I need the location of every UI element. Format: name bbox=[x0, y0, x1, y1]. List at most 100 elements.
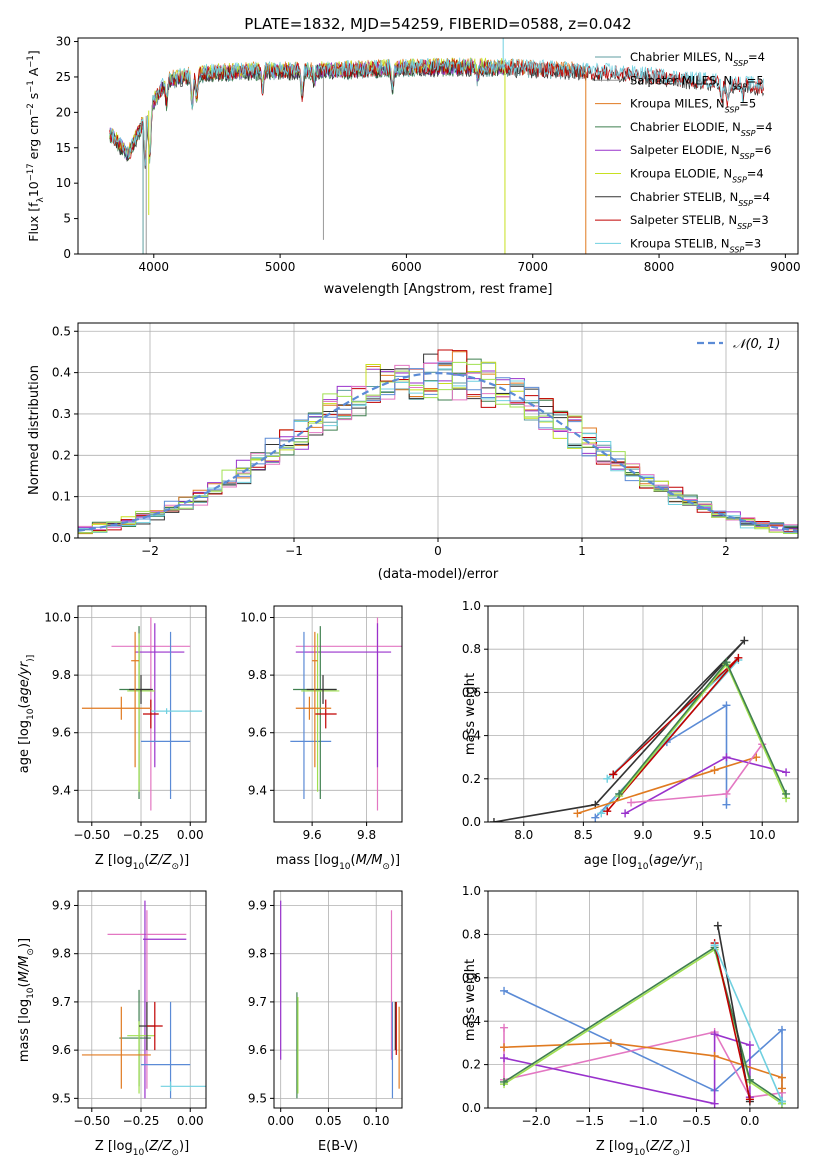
weight-marker bbox=[782, 789, 791, 798]
y-tick-label: 9.7 bbox=[52, 995, 71, 1009]
axes-frame bbox=[77, 890, 207, 1109]
y-tick-label: 9.6 bbox=[52, 1043, 71, 1057]
axes-frame bbox=[273, 605, 403, 823]
x-tick-label: 6000 bbox=[391, 260, 422, 274]
y-tick-label: 9.8 bbox=[52, 947, 71, 961]
x-tick-label: 9.8 bbox=[357, 828, 376, 842]
y-tick-label: 9.8 bbox=[248, 947, 267, 961]
x-tick-label: 0.10 bbox=[363, 1114, 390, 1128]
y-axis-label: mass weight bbox=[463, 959, 478, 1041]
y-tick-label: 0.4 bbox=[52, 366, 71, 380]
weight-marker bbox=[710, 941, 719, 950]
weight-marker bbox=[722, 701, 731, 710]
weight-marker bbox=[573, 809, 582, 818]
mass-vs-ebv-axes: 0.00 0.05 0.10 9.5 9.6 9.7 9.8 9.9 E(B-V) bbox=[248, 890, 403, 1154]
legend-entry: Salpeter STELIB, NSSP=3 bbox=[630, 213, 769, 231]
weight-marker bbox=[710, 1030, 719, 1039]
weight-marker bbox=[609, 770, 618, 779]
y-axis-label: age [log10(age/yr)] bbox=[17, 655, 36, 773]
y-tick-label: 0.3 bbox=[52, 407, 71, 421]
legend-entry: Salpeter MILES, NSSP=5 bbox=[630, 73, 764, 91]
weight-marker bbox=[722, 789, 731, 798]
weight-marker bbox=[734, 653, 743, 662]
x-axis-label: (data-model)/error bbox=[378, 567, 499, 582]
x-tick-label: 0.00 bbox=[177, 828, 204, 842]
weight-vs-z-axes: −2.0 −1.5 −1.0 −0.5 0.0 0.0 0.2 0.4 0.6 0.8 1.0 Z [… bbox=[462, 884, 799, 1158]
y-tick-label: 20 bbox=[56, 105, 71, 119]
y-tick-label: 5 bbox=[63, 212, 71, 226]
x-tick-label: 0.00 bbox=[177, 1114, 204, 1128]
y-tick-label: 9.6 bbox=[248, 1043, 267, 1057]
y-axis-label: mass weight bbox=[463, 673, 478, 755]
weight-marker bbox=[597, 809, 606, 818]
weight-marker bbox=[500, 1023, 509, 1032]
x-tick-label: 9.6 bbox=[303, 828, 322, 842]
age-vs-mass-axes: 9.6 9.8 9.4 9.6 9.8 10.0 mass [log10(M/M⊙)] bbox=[240, 605, 403, 872]
weight-series-line bbox=[503, 946, 783, 1103]
plot-area bbox=[280, 900, 400, 1099]
x-tick-label: 0.00 bbox=[267, 1114, 294, 1128]
legend-entry: Kroupa MILES, NSSP=5 bbox=[630, 97, 756, 115]
weight-marker bbox=[627, 798, 636, 807]
y-tick-label: 10.0 bbox=[240, 611, 267, 625]
x-axis-label: E(B-V) bbox=[318, 1139, 358, 1154]
spectrum-line bbox=[109, 57, 764, 166]
y-tick-label: 9.5 bbox=[248, 1091, 267, 1105]
y-tick-label: 30 bbox=[56, 35, 71, 49]
x-tick-label: −0.50 bbox=[73, 1114, 110, 1128]
y-tick-label: 0.6 bbox=[462, 685, 481, 699]
y-tick-label: 0.0 bbox=[52, 531, 71, 545]
weight-marker bbox=[500, 1077, 509, 1086]
axes-frame bbox=[77, 605, 207, 823]
y-tick-label: 25 bbox=[56, 70, 71, 84]
y-tick-label: 0.0 bbox=[462, 815, 481, 829]
x-axis-label: mass [log10(M/M⊙)] bbox=[276, 853, 400, 872]
legend-entry: Chabrier MILES, NSSP=4 bbox=[630, 50, 765, 68]
weight-marker bbox=[500, 1054, 509, 1063]
weight-marker bbox=[710, 1099, 719, 1108]
weight-series-line bbox=[503, 990, 783, 1104]
weight-marker bbox=[489, 818, 498, 822]
x-tick-label: 10.0 bbox=[749, 828, 776, 842]
weight-marker bbox=[603, 807, 612, 816]
chart-panels: 4000 5000 6000 7000 8000 9000051015202530wave… bbox=[17, 35, 801, 1158]
weight-marker bbox=[745, 1095, 754, 1104]
y-tick-label: 10.0 bbox=[44, 611, 71, 625]
x-tick-label: −0.25 bbox=[123, 1114, 160, 1128]
plot-area bbox=[489, 636, 791, 822]
weight-marker bbox=[500, 1043, 509, 1052]
y-tick-label: 10 bbox=[56, 176, 71, 190]
x-tick-label: 9.0 bbox=[633, 828, 652, 842]
x-tick-label: 9.5 bbox=[693, 828, 712, 842]
x-tick-label: 2 bbox=[722, 544, 730, 558]
spectrum-legend: Chabrier MILES, NSSP=4 Salpeter MILES, NS… bbox=[595, 50, 772, 254]
y-tick-label: 0.4 bbox=[462, 1014, 481, 1028]
x-tick-label: 5000 bbox=[265, 260, 296, 274]
legend-entry: Chabrier ELODIE, NSSP=4 bbox=[630, 120, 772, 138]
weight-series-line bbox=[713, 944, 783, 1102]
normal-curve bbox=[78, 371, 798, 532]
x-tick-label: 9000 bbox=[770, 260, 801, 274]
plot-area bbox=[81, 617, 203, 811]
plot-area bbox=[78, 349, 798, 538]
x-tick-label: −0.50 bbox=[73, 828, 110, 842]
weight-marker bbox=[710, 766, 719, 775]
x-tick-label: 1 bbox=[578, 544, 586, 558]
weight-marker bbox=[615, 789, 624, 798]
x-axis-label: Z [log10(Z/Z⊙)] bbox=[95, 1139, 189, 1158]
x-tick-label: 0.05 bbox=[315, 1114, 342, 1128]
y-tick-label: 0.4 bbox=[462, 729, 481, 743]
plot-area bbox=[109, 38, 764, 254]
weight-marker bbox=[606, 1038, 615, 1047]
weight-marker bbox=[621, 809, 630, 818]
x-axis-label: age [log10(age/yr)] bbox=[584, 853, 702, 872]
x-tick-label: −2.0 bbox=[522, 1114, 551, 1128]
weight-marker bbox=[782, 768, 791, 777]
spectrum-axes: 4000 5000 6000 7000 8000 9000 0 5 10 15 20 25 30 wave… bbox=[26, 35, 801, 297]
residual-axes: −2 −1 0 1 2 0.0 0.1 0.2 0.3 0.4 0.5 𝒩(0, 1) (data-mo… bbox=[27, 322, 799, 582]
y-tick-label: 0 bbox=[63, 247, 71, 261]
plot-area bbox=[81, 900, 206, 1099]
axes-frame bbox=[77, 37, 799, 255]
